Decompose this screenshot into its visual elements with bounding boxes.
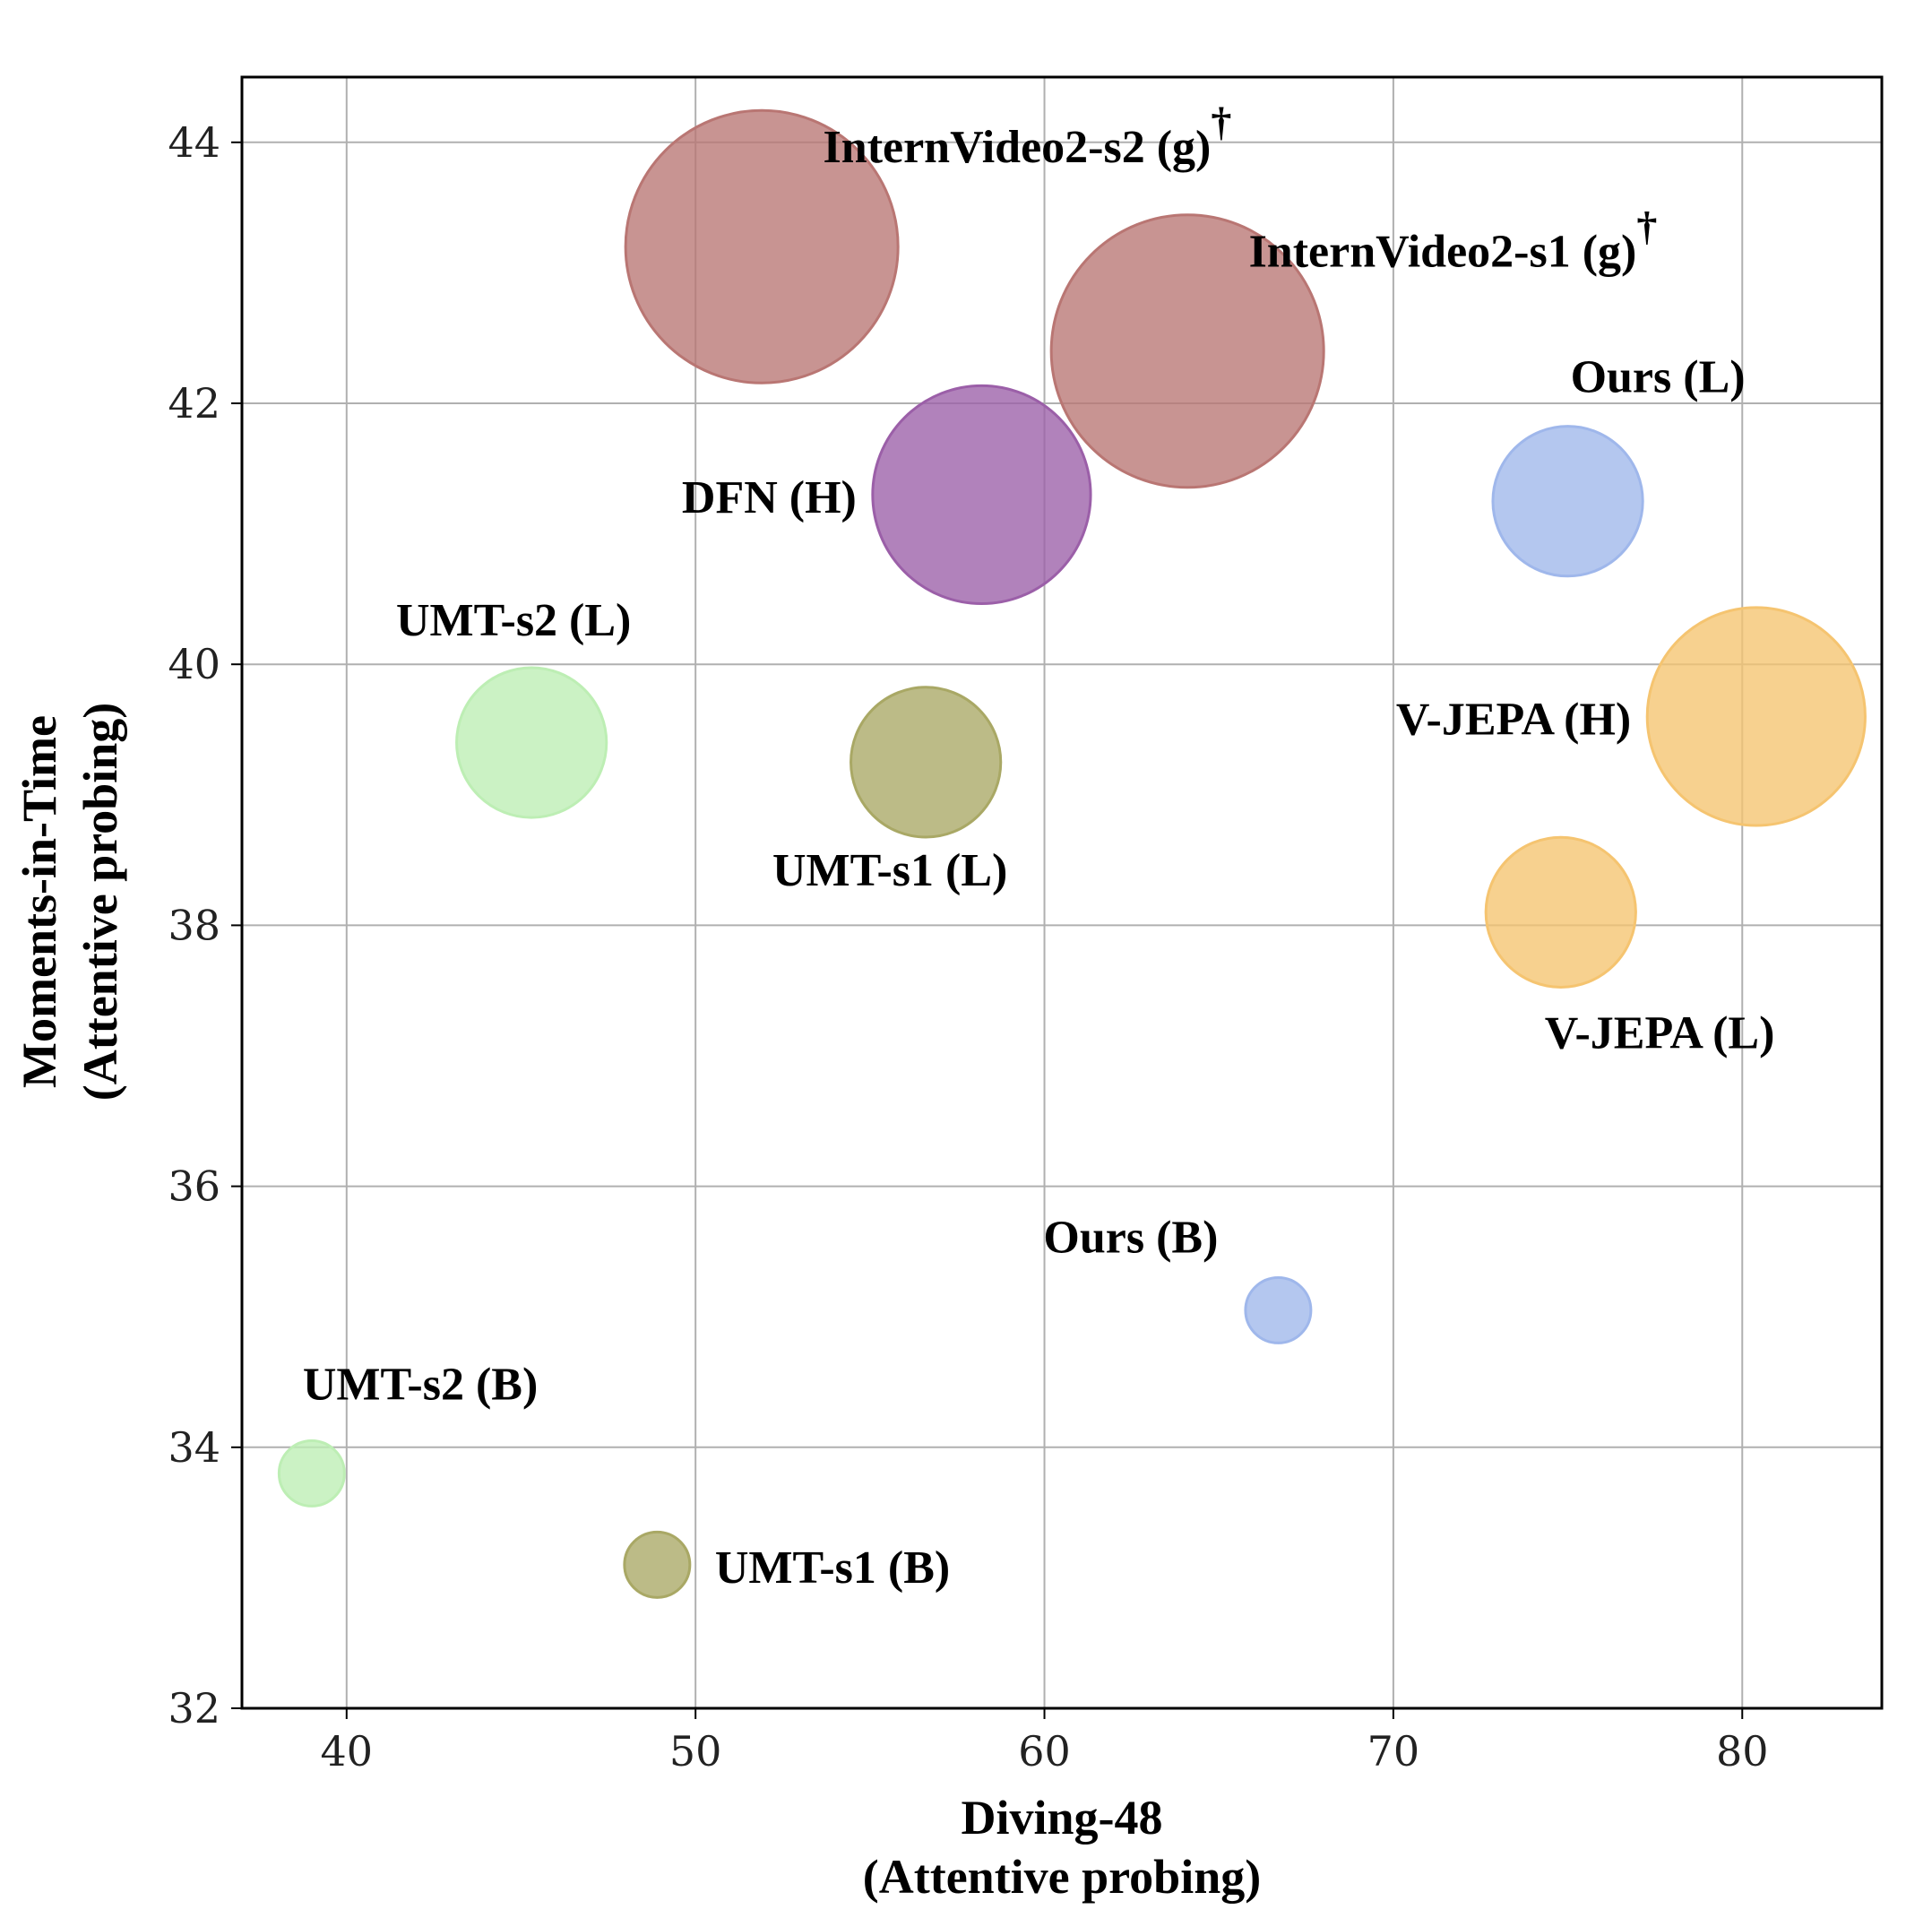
point-label: DFN (H) bbox=[682, 472, 857, 523]
y-tick-label: 34 bbox=[168, 1423, 220, 1472]
bubbles bbox=[277, 108, 1867, 1599]
y-tick-label: 42 bbox=[168, 379, 220, 428]
x-tick-label: 40 bbox=[321, 1727, 374, 1775]
y-tick-label: 36 bbox=[168, 1162, 220, 1211]
bubble-internvideo2-s1-g bbox=[1049, 213, 1325, 489]
dagger-marker: † bbox=[1636, 203, 1657, 249]
bubble-dfn-h bbox=[871, 384, 1092, 606]
point-label-text: V-JEPA (H) bbox=[1396, 694, 1631, 745]
bubble-umt-s2-b bbox=[277, 1438, 346, 1508]
point-label: UMT-s2 (L) bbox=[396, 595, 631, 646]
x-tick-label: 70 bbox=[1367, 1727, 1420, 1775]
y-tick-label: 40 bbox=[168, 640, 220, 688]
point-label: InternVideo2-s2 (g)† bbox=[824, 99, 1232, 173]
point-label-text: V-JEPA (L) bbox=[1545, 1007, 1775, 1058]
point-label: Ours (L) bbox=[1571, 352, 1746, 403]
bubble-ours-l bbox=[1491, 425, 1644, 578]
ticks: 40 50 60 70 80 32 34 36 38 40 42 44 bbox=[168, 118, 1768, 1775]
y-tick-label: 38 bbox=[168, 901, 220, 949]
y-axis-title: Moments-in-Time bbox=[13, 715, 66, 1088]
point-label: InternVideo2-s1 (g)† bbox=[1249, 203, 1658, 278]
point-label: V-JEPA (L) bbox=[1545, 1007, 1775, 1058]
axis-titles: Diving-48(Attentive probing)Moments-in-T… bbox=[13, 703, 1261, 1904]
point-label-text: InternVideo2-s1 (g) bbox=[1249, 227, 1637, 278]
point-label-text: UMT-s2 (B) bbox=[303, 1359, 538, 1410]
bubble-v-jepa-l bbox=[1484, 835, 1637, 989]
x-axis-title: Diving-48 bbox=[961, 1791, 1162, 1845]
point-label: V-JEPA (H) bbox=[1396, 694, 1631, 745]
bubble-ours-b bbox=[1244, 1275, 1313, 1344]
y-tick-label: 44 bbox=[168, 118, 220, 167]
x-tick-label: 50 bbox=[669, 1727, 722, 1775]
point-label-text: Ours (L) bbox=[1571, 352, 1746, 403]
point-label-text: DFN (H) bbox=[682, 472, 857, 523]
point-label-text: UMT-s2 (L) bbox=[396, 595, 631, 646]
point-label: Ours (B) bbox=[1043, 1212, 1218, 1263]
point-label-text: InternVideo2-s2 (g) bbox=[824, 122, 1212, 173]
bubble-v-jepa-h bbox=[1645, 606, 1867, 827]
point-label-text: UMT-s1 (B) bbox=[715, 1542, 950, 1594]
bubble-umt-s1-b bbox=[623, 1530, 692, 1599]
bubble-internvideo2-s2-g bbox=[624, 108, 900, 384]
point-label: UMT-s1 (B) bbox=[715, 1542, 950, 1594]
point-label-text: Ours (B) bbox=[1043, 1212, 1218, 1263]
point-label: UMT-s2 (B) bbox=[303, 1359, 538, 1410]
point-labels: InternVideo2-s2 (g)†InternVideo2-s1 (g)†… bbox=[303, 99, 1775, 1594]
y-tick-label: 32 bbox=[168, 1684, 220, 1732]
dagger-marker: † bbox=[1211, 99, 1231, 144]
point-label-text: UMT-s1 (L) bbox=[772, 845, 1007, 896]
x-tick-label: 60 bbox=[1018, 1727, 1071, 1775]
x-tick-label: 80 bbox=[1716, 1727, 1769, 1775]
bubble-umt-s1-l bbox=[850, 686, 1003, 839]
x-axis-title: (Attentive probing) bbox=[863, 1850, 1261, 1904]
y-axis-title: (Attentive probing) bbox=[73, 703, 127, 1101]
plot-frame bbox=[240, 75, 1884, 1710]
point-label: UMT-s1 (L) bbox=[772, 845, 1007, 896]
bubble-umt-s2-l bbox=[455, 666, 608, 819]
